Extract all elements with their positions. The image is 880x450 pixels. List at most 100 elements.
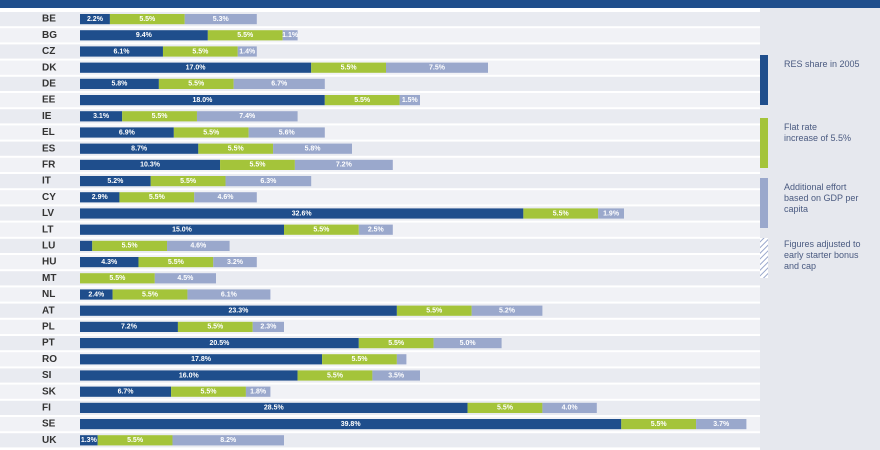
value-label: 8.2%	[220, 437, 237, 444]
value-label: 4.0%	[562, 405, 579, 412]
value-label: 10.3%	[140, 162, 161, 169]
value-label: 3.2%	[227, 259, 244, 266]
bar-segment	[80, 241, 92, 251]
value-label: 4.6%	[218, 194, 235, 201]
category-label: BE	[42, 14, 56, 25]
category-label: IE	[42, 111, 52, 122]
legend-swatch	[760, 178, 768, 228]
legend-label: RES share in 2005	[784, 59, 860, 69]
category-label: LT	[42, 224, 53, 235]
value-label: 6.3%	[260, 178, 277, 185]
value-label: 1.3%	[81, 437, 98, 444]
value-label: 5.5%	[142, 291, 159, 298]
value-label: 5.5%	[180, 178, 197, 185]
value-label: 39.8%	[341, 421, 362, 428]
value-label: 5.5%	[313, 227, 330, 234]
category-label: LV	[42, 208, 54, 219]
category-label: CZ	[42, 46, 55, 57]
value-label: 2.9%	[92, 194, 109, 201]
value-label: 2.5%	[368, 227, 385, 234]
value-label: 6.9%	[119, 129, 136, 136]
value-label: 5.5%	[354, 97, 371, 104]
value-label: 8.7%	[131, 146, 148, 153]
value-label: 1.9%	[603, 210, 620, 217]
value-label: 7.2%	[121, 324, 138, 331]
value-label: 15.0%	[172, 227, 193, 234]
value-label: 17.0%	[186, 65, 207, 72]
category-label: EE	[42, 95, 56, 106]
value-label: 5.2%	[499, 308, 516, 315]
value-label: 5.5%	[388, 340, 405, 347]
value-label: 5.5%	[651, 421, 668, 428]
value-label: 5.5%	[327, 372, 344, 379]
value-label: 2.4%	[88, 291, 105, 298]
value-label: 23.3%	[229, 308, 250, 315]
value-label: 5.5%	[152, 113, 169, 120]
category-label: UK	[42, 435, 57, 446]
value-label: 2.3%	[260, 324, 277, 331]
value-label: 5.3%	[213, 16, 230, 23]
value-label: 5.5%	[497, 405, 514, 412]
category-label: RO	[42, 354, 57, 365]
value-label: 5.5%	[426, 308, 443, 315]
category-label: IT	[42, 176, 51, 187]
value-label: 6.7%	[118, 389, 135, 396]
category-label: MT	[42, 273, 56, 284]
bar-segment	[397, 354, 407, 364]
value-label: 5.5%	[149, 194, 166, 201]
value-label: 1.5%	[402, 97, 419, 104]
value-label: 1.1%	[282, 32, 299, 39]
value-label: 28.5%	[264, 405, 285, 412]
value-label: 5.6%	[279, 129, 296, 136]
value-label: 18.0%	[192, 97, 213, 104]
value-label: 5.8%	[305, 146, 322, 153]
value-label: 5.5%	[341, 65, 358, 72]
category-label: SE	[42, 419, 56, 430]
value-label: 5.2%	[107, 178, 124, 185]
value-label: 5.5%	[168, 259, 185, 266]
category-label: DE	[42, 79, 56, 90]
category-label: CY	[42, 192, 56, 203]
value-label: 7.4%	[239, 113, 256, 120]
category-label: AT	[42, 305, 55, 316]
page: BE BG CZ DK DE EE IE EL ES FR IT CY LV LT LU HU MT NL AT PL…	[0, 0, 880, 450]
value-label: 7.5%	[429, 65, 446, 72]
value-label: 1.4%	[239, 48, 256, 55]
value-label: 5.5%	[249, 162, 266, 169]
value-label: 5.5%	[122, 243, 139, 250]
value-label: 1.8%	[250, 389, 267, 396]
category-label: EL	[42, 127, 55, 138]
category-label: PL	[42, 322, 55, 333]
legend-swatch	[760, 238, 768, 278]
value-label: 6.7%	[271, 81, 288, 88]
value-label: 5.5%	[228, 146, 245, 153]
legend-swatch	[760, 55, 768, 105]
value-label: 32.6%	[292, 210, 313, 217]
value-label: 5.5%	[203, 129, 220, 136]
value-label: 5.5%	[188, 81, 205, 88]
chart: BE BG CZ DK DE EE IE EL ES FR IT CY LV LT LU HU MT NL AT PL…	[0, 0, 880, 450]
category-label: ES	[42, 143, 56, 154]
value-label: 3.1%	[93, 113, 110, 120]
value-label: 2.2%	[87, 16, 104, 23]
value-label: 9.4%	[136, 32, 153, 39]
value-label: 5.5%	[139, 16, 156, 23]
category-label: FR	[42, 160, 56, 171]
value-label: 5.0%	[460, 340, 477, 347]
category-label: NL	[42, 289, 55, 300]
value-label: 20.5%	[209, 340, 230, 347]
category-label: SI	[42, 370, 52, 381]
category-label: LU	[42, 241, 55, 252]
value-label: 4.5%	[177, 275, 194, 282]
category-label: DK	[42, 62, 57, 73]
value-label: 5.8%	[111, 81, 128, 88]
value-label: 4.6%	[190, 243, 207, 250]
category-label: PT	[42, 338, 55, 349]
category-label: HU	[42, 257, 56, 268]
value-label: 5.5%	[201, 389, 218, 396]
value-label: 5.5%	[207, 324, 224, 331]
value-label: 7.2%	[336, 162, 353, 169]
category-label: BG	[42, 30, 57, 41]
value-label: 5.5%	[351, 356, 368, 363]
value-label: 6.1%	[221, 291, 238, 298]
